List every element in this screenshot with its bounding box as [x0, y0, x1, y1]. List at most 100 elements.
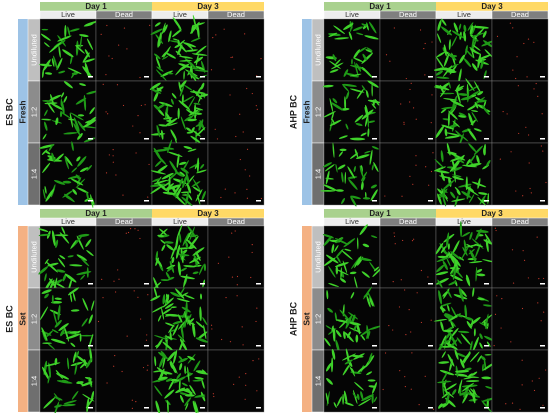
dead-cell [112, 155, 114, 157]
live-cell [357, 365, 367, 373]
live-cell [180, 95, 194, 104]
live-cell [50, 338, 66, 344]
live-cell [352, 393, 358, 399]
dead-cell [517, 85, 519, 87]
micrograph [379, 18, 437, 82]
live-cell [75, 45, 85, 54]
dead-cell [256, 390, 258, 392]
live-cell [343, 23, 354, 30]
micrograph [151, 224, 209, 292]
dead-cell [404, 376, 406, 378]
live-cell [469, 25, 474, 35]
micrograph [322, 80, 381, 144]
live-cell [54, 234, 69, 237]
live-cell [457, 115, 467, 118]
day-header [152, 209, 264, 218]
live-cell [163, 46, 171, 58]
day-header [436, 2, 548, 11]
dead-cell [118, 278, 120, 280]
dead-cell [424, 375, 426, 377]
live-cell [192, 178, 201, 192]
day-label: Day 1 [85, 209, 107, 218]
live-cell [179, 394, 184, 403]
day-label: Day 3 [481, 2, 503, 11]
dead-cell [510, 341, 512, 343]
dead-cell [405, 77, 407, 80]
live-cell [167, 351, 176, 362]
live-cell [468, 143, 477, 153]
live-cell [437, 33, 442, 44]
dead-cell [245, 384, 247, 386]
live-cell [438, 403, 443, 409]
live-cell [360, 391, 364, 400]
live-cell [473, 145, 483, 155]
live-cell [339, 319, 348, 329]
live-cell [449, 104, 457, 113]
stain-label: Live [173, 217, 187, 226]
live-cell [335, 189, 344, 192]
day-label: Day 1 [369, 209, 391, 218]
live-cell [182, 160, 189, 171]
live-cell [183, 84, 193, 91]
live-cell [474, 243, 483, 248]
live-cell [446, 331, 451, 339]
live-cell [63, 96, 68, 103]
live-cell [486, 159, 491, 167]
live-cell [449, 99, 465, 107]
live-cell [324, 337, 331, 347]
live-cell [165, 112, 172, 121]
live-cell [51, 58, 55, 67]
live-cell [456, 189, 461, 196]
scale-bar [484, 76, 489, 78]
micrograph [433, 286, 494, 351]
live-cell [175, 387, 186, 394]
dead-cell [523, 42, 525, 45]
live-cell [85, 358, 92, 369]
live-cell [198, 121, 201, 128]
micrograph [323, 348, 381, 413]
dead-cell [533, 88, 535, 90]
live-cell [328, 32, 338, 38]
live-cell [485, 313, 489, 330]
live-cell [86, 38, 94, 51]
live-cell [460, 96, 473, 101]
live-cell [76, 254, 88, 261]
dead-cell [392, 280, 394, 283]
live-cell [49, 279, 55, 290]
live-cell [169, 160, 178, 174]
live-cell [471, 48, 475, 59]
live-cell [443, 314, 452, 320]
live-cell [195, 251, 201, 261]
live-cell [43, 42, 50, 48]
live-cell [150, 186, 162, 194]
micrograph [323, 18, 381, 82]
live-cell [325, 325, 332, 330]
dead-cell [403, 121, 405, 123]
dead-cell [102, 297, 104, 299]
live-cell [455, 352, 467, 358]
micrograph [435, 349, 496, 413]
dead-cell [512, 69, 514, 71]
dead-cell [113, 365, 115, 367]
dead-cell [147, 364, 149, 366]
live-cell [189, 226, 195, 242]
live-cell [361, 23, 367, 27]
dead-cell [149, 24, 151, 26]
live-cell [72, 188, 77, 195]
scale-bar [144, 345, 149, 347]
live-cell [185, 172, 190, 185]
live-cell [324, 164, 335, 172]
live-cell [480, 355, 486, 361]
dead-cell [256, 307, 258, 309]
live-cell [64, 326, 70, 342]
live-cell [468, 248, 475, 255]
live-cell [73, 117, 80, 132]
live-cell [356, 32, 364, 36]
dead-cell [416, 292, 418, 294]
live-cell [194, 107, 204, 111]
dead-cell [217, 262, 220, 264]
dead-cell [117, 269, 119, 271]
micrograph [95, 287, 153, 351]
scale-bar [484, 407, 489, 409]
live-cell [482, 30, 487, 38]
